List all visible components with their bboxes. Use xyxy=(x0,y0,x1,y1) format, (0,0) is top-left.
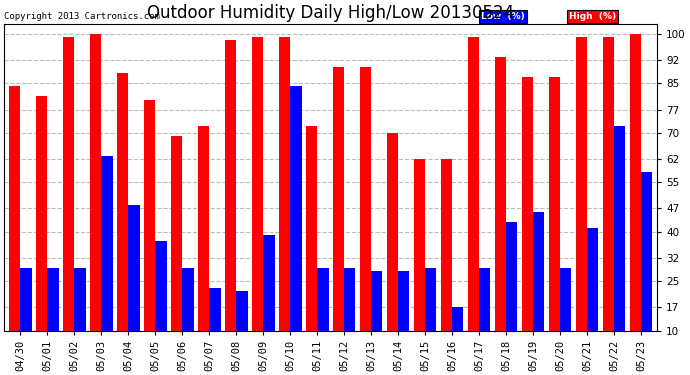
Text: Low  (%): Low (%) xyxy=(481,12,524,21)
Bar xyxy=(398,271,409,330)
Bar xyxy=(479,268,491,330)
Bar xyxy=(495,57,506,330)
Bar xyxy=(549,76,560,330)
Bar xyxy=(182,268,194,330)
Bar xyxy=(575,37,587,330)
Bar xyxy=(21,268,32,330)
Bar xyxy=(371,271,382,330)
Bar xyxy=(317,268,328,330)
Bar xyxy=(279,37,290,330)
Bar xyxy=(117,73,128,330)
Bar xyxy=(602,37,614,330)
Bar xyxy=(290,86,302,330)
Bar xyxy=(630,34,641,330)
Bar xyxy=(225,40,236,330)
Bar xyxy=(101,156,112,330)
Bar xyxy=(506,222,518,330)
Bar xyxy=(333,67,344,330)
Bar xyxy=(359,67,371,330)
Bar xyxy=(306,126,317,330)
Bar xyxy=(263,235,275,330)
Bar xyxy=(641,172,652,330)
Bar xyxy=(128,205,139,330)
Bar xyxy=(198,126,209,330)
Bar xyxy=(171,136,182,330)
Bar xyxy=(36,96,48,330)
Bar xyxy=(344,268,355,330)
Bar xyxy=(560,268,571,330)
Text: High  (%): High (%) xyxy=(569,12,616,21)
Bar xyxy=(48,268,59,330)
Bar xyxy=(144,100,155,330)
Bar xyxy=(414,159,425,330)
Bar xyxy=(252,37,263,330)
Bar xyxy=(425,268,437,330)
Bar xyxy=(614,126,625,330)
Bar xyxy=(75,268,86,330)
Bar xyxy=(468,37,479,330)
Bar xyxy=(533,212,544,330)
Bar xyxy=(236,291,248,330)
Bar xyxy=(587,228,598,330)
Title: Outdoor Humidity Daily High/Low 20130524: Outdoor Humidity Daily High/Low 20130524 xyxy=(147,4,514,22)
Bar xyxy=(522,76,533,330)
Bar xyxy=(155,242,166,330)
Bar xyxy=(209,288,221,330)
Bar xyxy=(387,133,398,330)
Text: Copyright 2013 Cartronics.com: Copyright 2013 Cartronics.com xyxy=(4,12,160,21)
Bar xyxy=(9,86,21,330)
Bar xyxy=(452,308,464,330)
Bar xyxy=(441,159,452,330)
Bar xyxy=(90,34,101,330)
Bar xyxy=(63,37,75,330)
